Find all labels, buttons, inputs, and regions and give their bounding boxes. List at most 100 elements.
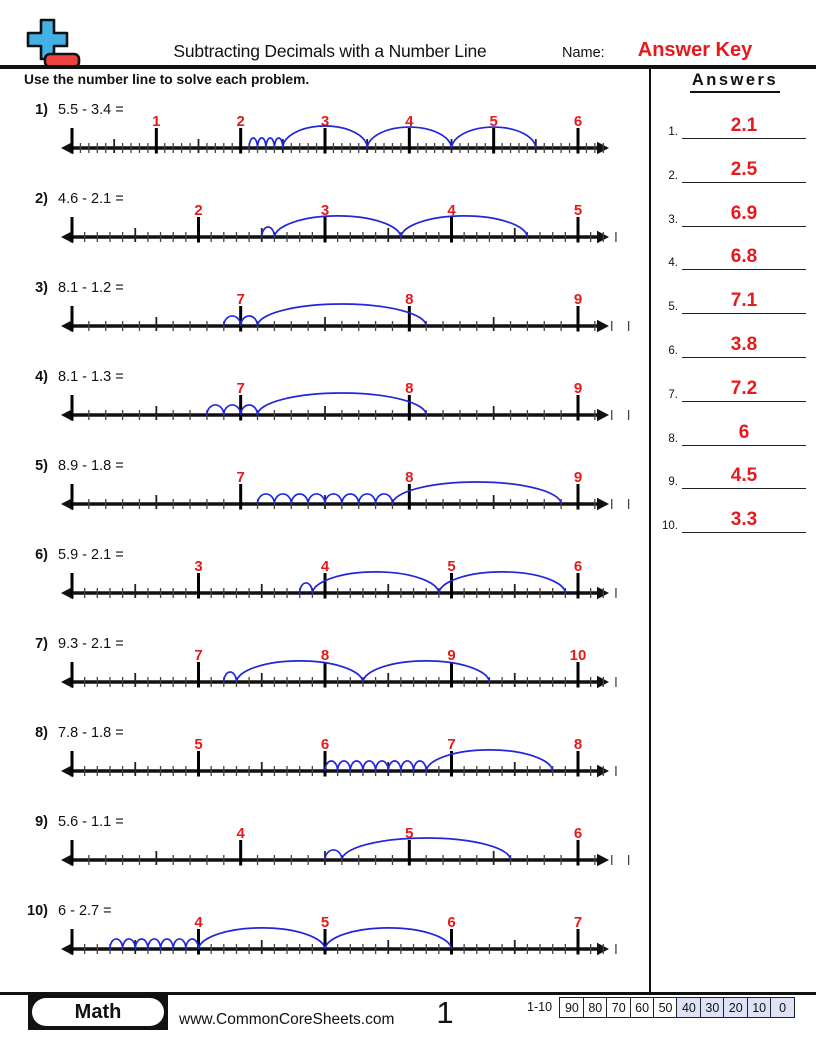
- problem-expression: 4.6 - 2.1 =: [58, 191, 124, 207]
- math-badge: Math: [28, 994, 168, 1030]
- tick-label: 5: [574, 202, 582, 219]
- answer-number: 3.: [668, 213, 678, 226]
- jump-arc: [298, 582, 314, 594]
- jump-arcs: [324, 837, 512, 861]
- answer-row: 7. 7.2: [654, 375, 806, 402]
- answer-value: 2.5: [730, 158, 758, 180]
- jump-arc: [366, 126, 453, 149]
- jump-arc: [222, 404, 242, 416]
- answer-value: 4.5: [730, 465, 758, 487]
- answer-number: 1.: [668, 126, 678, 138]
- number-line: 4 5 6 7: [61, 914, 617, 956]
- jump-arc: [425, 749, 554, 772]
- right-arrow-icon: [597, 319, 609, 333]
- jump-arcs: [256, 481, 562, 505]
- answer-number: 6.: [668, 345, 678, 357]
- number-line: 7 8 9 10: [61, 647, 617, 689]
- jump-arc: [324, 760, 339, 772]
- ticks: 4 5 6 7: [70, 914, 617, 955]
- score-box: 90: [559, 997, 585, 1018]
- problem-row-label: 2) 4.6 - 2.1 =: [20, 191, 124, 207]
- answer-row: 1. 2.1: [654, 112, 806, 139]
- problem-row-label: 4) 8.1 - 1.3 =: [20, 369, 124, 385]
- tick-label: 7: [236, 380, 244, 397]
- jump-arcs: [206, 392, 428, 416]
- answer-line: 2.1: [682, 114, 806, 139]
- answer-line: 2.5: [682, 158, 806, 183]
- tick-label: 8: [405, 380, 413, 397]
- answer-row: 9. 4.5: [654, 462, 806, 490]
- jump-arc: [256, 303, 428, 327]
- problem-row-label: 7) 9.3 - 2.1 =: [20, 636, 124, 652]
- answer-number: 8.: [668, 432, 678, 445]
- jump-arc: [256, 493, 276, 505]
- tick-label: 6: [574, 558, 582, 575]
- jump-arc: [109, 938, 124, 950]
- number-line: 3 4 5 6: [61, 558, 617, 600]
- tick-label: 9: [574, 380, 582, 397]
- tick-label: 1: [152, 113, 160, 130]
- answer-row: 10. 3.3: [654, 506, 806, 534]
- jump-arc: [341, 837, 512, 861]
- ticks: 3 4 5 6: [70, 558, 617, 599]
- problem-expression: 7.8 - 1.8 =: [58, 725, 124, 741]
- jump-arc: [400, 215, 529, 238]
- jump-arc: [324, 493, 343, 505]
- tick-label: 7: [236, 291, 244, 308]
- answer-line: 4.5: [682, 464, 806, 490]
- score-box: 30: [699, 997, 725, 1018]
- answer-line: 6.9: [682, 202, 806, 227]
- left-arrow-icon: [61, 408, 73, 422]
- score-box: 20: [723, 997, 749, 1018]
- ticks: 1 2 3 4 5 6: [70, 113, 604, 154]
- jump-arc: [290, 493, 309, 505]
- jump-arcs: [248, 125, 537, 149]
- tick-label: 5: [321, 914, 329, 931]
- problem-expression: 5.9 - 2.1 =: [58, 547, 124, 563]
- tick-label: 2: [236, 113, 244, 130]
- tick-label: 8: [405, 469, 413, 486]
- answer-line: 7.1: [682, 289, 806, 315]
- score-box: 40: [676, 997, 702, 1018]
- right-arrow-icon: [597, 853, 609, 867]
- answer-value: 7.1: [730, 290, 758, 312]
- ticks: 7 8 9: [70, 291, 630, 332]
- left-arrow-icon: [61, 853, 73, 867]
- tick-label: 7: [236, 469, 244, 486]
- tick-label: 6: [574, 113, 582, 130]
- tick-label: 9: [574, 469, 582, 486]
- answer-row: 4. 6.8: [654, 243, 806, 271]
- answer-line: 6.8: [682, 245, 806, 271]
- problem-number: 6): [35, 547, 48, 563]
- jump-arc: [438, 571, 567, 594]
- number-line: 1 2 3 4 5 6: [61, 113, 609, 155]
- tick-label: 9: [574, 291, 582, 308]
- tick-label: 7: [194, 647, 202, 664]
- ticks: 7 8 9 10: [70, 647, 617, 688]
- tick-label: 6: [321, 736, 329, 753]
- answers-header: Answers: [660, 71, 810, 93]
- jump-arc: [239, 404, 259, 416]
- jump-arc: [260, 226, 276, 238]
- answer-row: 8. 6: [654, 419, 806, 446]
- jump-arcs: [324, 749, 554, 772]
- score-box: 70: [606, 997, 632, 1018]
- answer-value: 6.8: [730, 246, 758, 268]
- number-line: 2 3 4 5: [61, 202, 617, 244]
- score-box: 0: [770, 997, 796, 1018]
- problem-expression: 8.1 - 1.3 =: [58, 369, 124, 385]
- jump-arc: [281, 125, 369, 149]
- jump-arc: [391, 481, 562, 505]
- name-label: Name:: [562, 45, 605, 61]
- jump-arc: [362, 660, 491, 683]
- problem-row-label: 10) 6 - 2.7 =: [20, 903, 112, 919]
- problem-row-label: 1) 5.5 - 3.4 =: [20, 102, 124, 118]
- jump-arc: [222, 671, 238, 683]
- math-badge-pill: Math: [32, 998, 164, 1026]
- score-box: 10: [746, 997, 772, 1018]
- tick-label: 7: [574, 914, 582, 931]
- jump-arc: [273, 215, 402, 238]
- tick-label: 6: [574, 825, 582, 842]
- problem-row-label: 6) 5.9 - 2.1 =: [20, 547, 124, 563]
- left-arrow-icon: [61, 319, 73, 333]
